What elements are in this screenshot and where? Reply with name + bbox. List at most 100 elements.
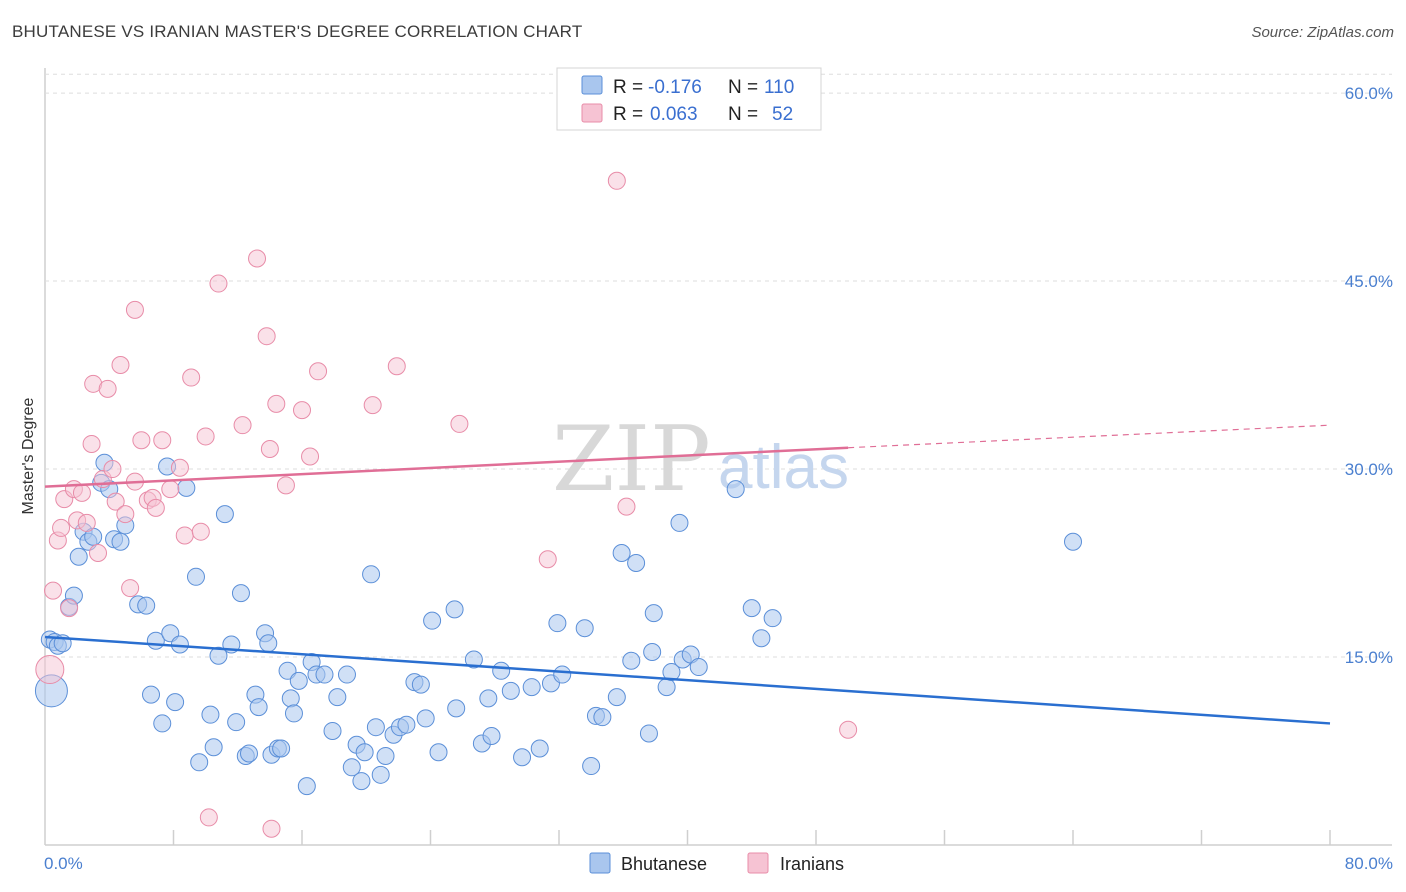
- bhutanese-point: [689, 658, 708, 677]
- iranian-point: [111, 356, 130, 375]
- x-tick-label-min: 0.0%: [44, 854, 83, 873]
- bhutanese-point: [315, 665, 334, 684]
- bhutanese-point: [281, 689, 300, 708]
- iranian-point: [538, 550, 557, 569]
- bhutanese-point: [204, 738, 223, 757]
- iranian-point: [248, 249, 267, 268]
- iranian-point: [196, 427, 215, 446]
- iranian-point: [260, 439, 279, 458]
- bhutanese-point: [643, 643, 662, 662]
- bhutanese-point: [328, 688, 347, 707]
- iranian-point: [125, 300, 144, 319]
- iranian-point: [89, 543, 108, 562]
- bhutanese-point: [201, 705, 220, 724]
- iranian-point: [209, 274, 228, 293]
- bhutanese-point: [492, 661, 511, 680]
- bhutanese-point: [612, 543, 631, 562]
- bhutanese-point: [513, 748, 532, 767]
- bhutanese-point: [530, 739, 549, 758]
- iranian-point: [98, 379, 117, 398]
- legend-n-label-1: N =: [728, 77, 758, 98]
- bhutanese-point: [153, 714, 172, 733]
- bhutanese-point: [366, 718, 385, 737]
- legend-r-label-2: R =: [613, 104, 643, 125]
- bhutanese-point: [289, 671, 308, 690]
- bhutanese-point: [553, 665, 572, 684]
- iranian-point: [121, 579, 140, 598]
- bhutanese-point: [69, 547, 88, 566]
- bhutanese-point: [726, 480, 745, 499]
- legend-swatch-pink: [581, 103, 603, 123]
- iranian-point: [52, 518, 71, 537]
- bhutanese-trend-line: [44, 635, 1331, 725]
- iranian-point: [44, 581, 63, 600]
- iranian-point: [170, 458, 189, 477]
- iranian-point: [617, 497, 636, 516]
- legend-swatch-blue: [581, 75, 603, 95]
- bhutanese-point: [215, 505, 234, 524]
- iranian-point: [199, 808, 218, 827]
- iranian-point: [60, 599, 79, 618]
- bhutanese-point: [186, 567, 205, 586]
- iranian-point: [233, 416, 252, 435]
- bhutanese-point: [166, 693, 185, 712]
- bhutanese-point: [416, 709, 435, 728]
- bhutanese-point: [607, 688, 626, 707]
- bhutanese-point: [323, 721, 342, 740]
- iranian-point: [450, 414, 469, 433]
- iranian-point: [116, 505, 135, 524]
- bhutanese-point: [227, 713, 246, 732]
- bhutanese-point: [627, 554, 646, 573]
- bhutanese-point: [362, 565, 381, 584]
- bhutanese-point: [622, 651, 641, 670]
- iranian-point: [182, 368, 201, 387]
- iranian-point: [839, 720, 858, 739]
- bhutanese-point: [249, 698, 268, 717]
- bhutanese-point: [593, 708, 612, 727]
- iranian-point: [82, 434, 101, 453]
- bottom-legend-swatch-iranians: [747, 852, 769, 874]
- bhutanese-points: [34, 453, 1082, 796]
- bhutanese-point: [501, 681, 520, 700]
- bhutanese-point: [670, 513, 689, 532]
- series-legend: Bhutanese Iranians: [589, 852, 844, 874]
- bhutanese-point: [376, 747, 395, 766]
- legend-r-value-2: 0.063: [650, 104, 698, 125]
- bhutanese-point: [548, 614, 567, 633]
- x-tick-marks: [172, 830, 1331, 845]
- iranian-point: [301, 447, 320, 466]
- bhutanese-point: [111, 532, 130, 551]
- iranian-point: [153, 431, 172, 450]
- bhutanese-point: [662, 663, 681, 682]
- iranian-point: [103, 460, 122, 479]
- iranian-point: [72, 483, 91, 502]
- iranian-trend-extension: [848, 424, 1331, 449]
- bhutanese-point: [411, 675, 430, 694]
- bhutanese-point: [297, 777, 316, 796]
- bhutanese-point: [272, 739, 291, 758]
- chart-title: BHUTANESE VS IRANIAN MASTER'S DEGREE COR…: [12, 22, 583, 41]
- source-label: Source: ZipAtlas.com: [1251, 24, 1394, 41]
- iranian-point: [161, 480, 180, 499]
- bhutanese-point: [742, 599, 761, 618]
- iranian-point: [106, 492, 125, 511]
- bhutanese-point: [342, 758, 361, 777]
- bhutanese-point: [447, 699, 466, 718]
- bhutanese-point: [522, 678, 541, 697]
- bhutanese-point: [231, 584, 250, 603]
- iranian-point: [387, 357, 406, 376]
- watermark-zip: ZIP: [552, 407, 711, 512]
- legend-r-label-1: R =: [613, 77, 643, 98]
- iranian-point: [146, 498, 165, 517]
- iranian-point: [276, 476, 295, 495]
- bhutanese-point: [209, 646, 228, 665]
- x-tick-label-max: 80.0%: [1345, 854, 1393, 873]
- iranian-point: [262, 819, 281, 838]
- bhutanese-point: [397, 715, 416, 734]
- gridlines: [45, 73, 1392, 658]
- legend-n-value-2: 52: [772, 104, 793, 125]
- y-tick-label-15: 15.0%: [1345, 648, 1393, 667]
- legend-r-value-1: -0.176: [648, 77, 702, 98]
- bhutanese-point: [239, 744, 258, 763]
